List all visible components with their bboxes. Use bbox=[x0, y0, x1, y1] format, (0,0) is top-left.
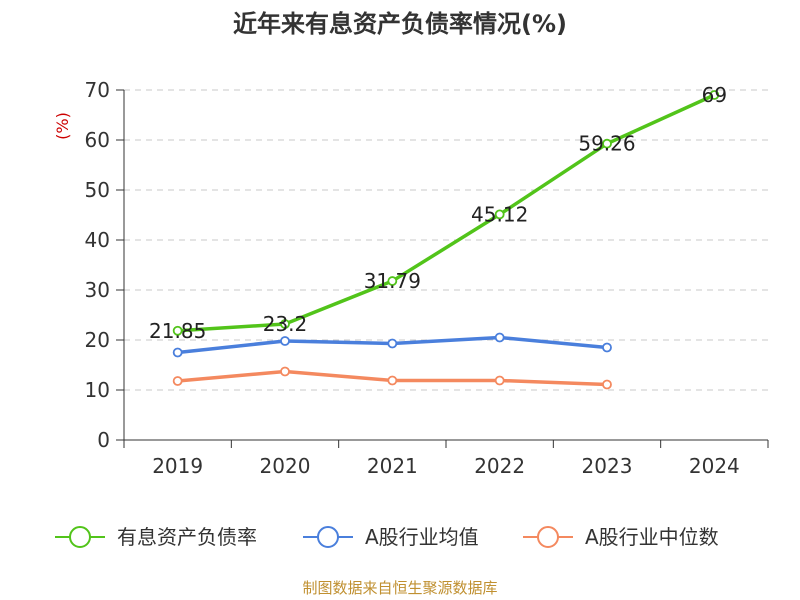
data-point[interactable] bbox=[494, 209, 505, 220]
data-point[interactable] bbox=[172, 325, 183, 336]
series-line bbox=[177, 93, 716, 333]
legend-marker-icon bbox=[537, 526, 559, 548]
legend-label: A股行业中位数 bbox=[585, 525, 719, 549]
y-tick-label: 70 bbox=[85, 78, 110, 102]
legend-item[interactable]: 有息资产负债率 bbox=[55, 525, 257, 549]
y-tick-label: 40 bbox=[85, 228, 110, 252]
data-label: 23.2 bbox=[263, 312, 308, 336]
legend-item[interactable]: A股行业中位数 bbox=[523, 525, 719, 549]
legend-marker-icon bbox=[69, 526, 91, 548]
data-label: 45.12 bbox=[471, 202, 528, 226]
data-point[interactable] bbox=[280, 319, 290, 329]
data-point[interactable] bbox=[602, 138, 612, 149]
data-point[interactable] bbox=[387, 338, 398, 349]
x-tick-label: 2023 bbox=[582, 454, 633, 478]
y-tick-label: 60 bbox=[85, 128, 110, 152]
data-label: 31.79 bbox=[364, 269, 421, 293]
x-tick-label: 2024 bbox=[689, 454, 740, 478]
grid-lines bbox=[124, 89, 768, 391]
data-point[interactable] bbox=[172, 347, 183, 358]
y-axis-label: (%) bbox=[53, 112, 72, 140]
data-label: 69 bbox=[702, 83, 727, 107]
data-label: 21.85 bbox=[149, 319, 206, 343]
data-labels: 21.85 23.2 31.79 45.12 59.26 69 bbox=[149, 83, 727, 343]
x-tick-label: 2019 bbox=[152, 454, 203, 478]
x-tick-label: 2021 bbox=[367, 454, 418, 478]
data-point[interactable] bbox=[280, 336, 290, 346]
data-point[interactable] bbox=[494, 332, 505, 343]
data-point[interactable] bbox=[280, 366, 290, 377]
y-tick-label: 30 bbox=[85, 278, 110, 302]
axes: 0 10 20 30 40 50 60 70 2019 2020 2021 2022 2023 2024 bbox=[85, 78, 769, 478]
data-point[interactable] bbox=[172, 376, 183, 386]
legend-label: A股行业均值 bbox=[365, 525, 479, 549]
data-point[interactable] bbox=[387, 276, 398, 286]
legend[interactable]: 有息资产负债率 A股行业均值 A股行业中位数 bbox=[55, 525, 719, 549]
chart-title: 近年来有息资产负债率情况(%) bbox=[233, 10, 567, 38]
data-point[interactable] bbox=[494, 375, 505, 386]
source-note: 制图数据来自恒生聚源数据库 bbox=[302, 579, 497, 597]
data-point[interactable] bbox=[387, 375, 398, 386]
legend-item[interactable]: A股行业均值 bbox=[303, 525, 479, 549]
legend-label: 有息资产负债率 bbox=[117, 525, 257, 549]
data-label: 59.26 bbox=[578, 132, 635, 156]
data-point[interactable] bbox=[602, 379, 612, 390]
legend-marker-icon bbox=[317, 526, 339, 548]
x-tick-label: 2020 bbox=[260, 454, 311, 478]
x-tick-label: 2022 bbox=[474, 454, 525, 478]
y-tick-label: 0 bbox=[97, 428, 110, 452]
y-tick-label: 10 bbox=[85, 378, 110, 402]
data-point[interactable] bbox=[602, 342, 612, 353]
series-lines bbox=[172, 90, 720, 390]
data-point[interactable] bbox=[709, 90, 720, 100]
y-tick-label: 50 bbox=[85, 178, 110, 202]
y-tick-label: 20 bbox=[85, 328, 110, 352]
